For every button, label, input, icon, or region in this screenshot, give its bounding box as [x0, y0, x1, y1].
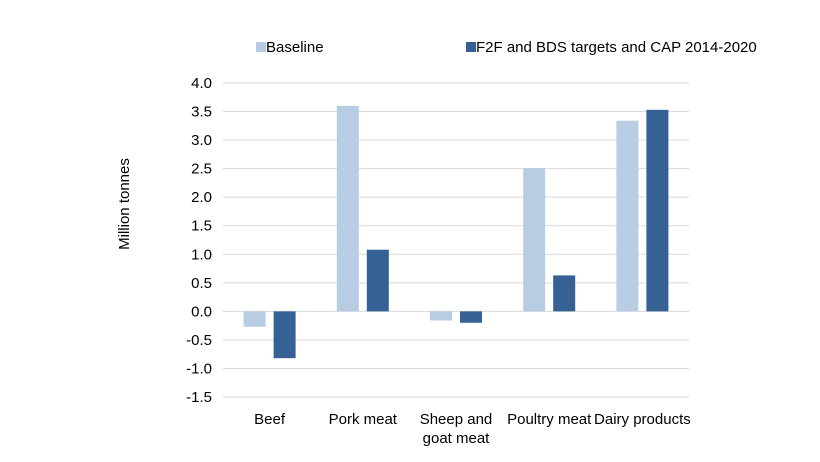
bar-baseline-poultry-meat	[523, 168, 546, 312]
bar-f2f-pork-meat	[366, 249, 389, 312]
legend-swatch	[256, 42, 266, 52]
bars	[243, 105, 669, 359]
category-label: Sheep and	[420, 411, 493, 428]
y-tick-label: 3.0	[191, 132, 212, 149]
y-tick-label: 2.5	[191, 161, 212, 178]
y-tick-label: 3.5	[191, 104, 212, 121]
bar-baseline-pork-meat	[336, 105, 359, 312]
x-axis-labels: Beef Pork meat Sheep and goat meat Poultry m…	[254, 411, 691, 447]
y-tick-label: -0.5	[186, 332, 212, 349]
y-tick-label: 4.0	[191, 75, 212, 92]
bar-f2f-beef	[273, 311, 296, 359]
y-axis-label: Million tonnes	[116, 158, 133, 250]
bar-f2f-sheep-and-goat-meat	[460, 311, 482, 323]
category-label: Pork meat	[329, 411, 398, 428]
category-label: Beef	[254, 411, 286, 428]
y-tick-label: 1.0	[191, 246, 212, 263]
y-tick-label: -1.0	[186, 360, 212, 377]
bar-baseline-dairy-products	[616, 120, 639, 312]
bar-f2f-dairy-products	[646, 109, 669, 312]
category-label: Dairy products	[594, 411, 691, 428]
y-tick-label: 0.0	[191, 303, 212, 320]
legend-label: Baseline	[266, 39, 324, 56]
y-axis-ticks: 4.0 3.5 3.0 2.5 2.0 1.5 1.0 0.5 0.0 -0.5 -1.0 -1.5	[186, 75, 212, 406]
category-label: Poultry meat	[507, 411, 592, 428]
category-label: goat meat	[423, 430, 491, 447]
gridlines	[223, 82, 689, 398]
y-tick-label: 1.5	[191, 218, 212, 235]
legend-label: F2F and BDS targets and CAP 2014-2020	[476, 39, 757, 56]
legend: Baseline F2F and BDS targets and CAP 2014…	[256, 39, 757, 56]
y-tick-label: 2.0	[191, 189, 212, 206]
legend-swatch	[466, 42, 476, 52]
bar-baseline-beef	[243, 311, 266, 327]
y-tick-label: -1.5	[186, 389, 212, 406]
bar-f2f-poultry-meat	[553, 275, 576, 312]
bar-baseline-sheep-and-goat-meat	[430, 311, 452, 321]
y-tick-label: 0.5	[191, 275, 212, 292]
